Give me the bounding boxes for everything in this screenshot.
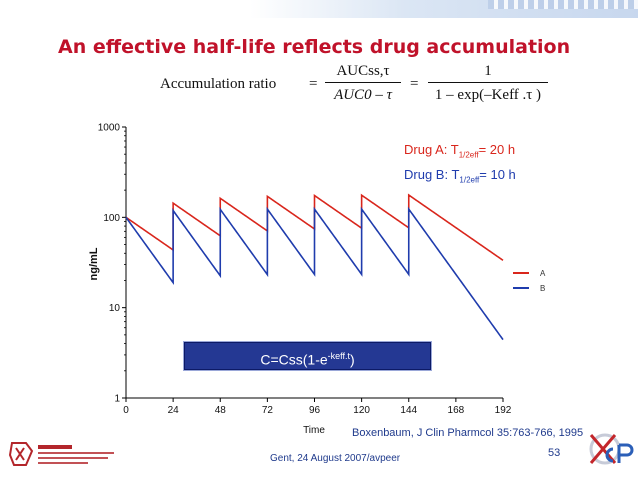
y-tick-label: 1000 [98,123,121,134]
x-tick-label: 72 [262,405,274,416]
drug-a-prefix: Drug A: T [404,142,459,157]
fraction-1: AUCss,τ AUC0 – τ [325,62,401,104]
y-tick-label: 10 [109,303,121,314]
fraction-2-denominator: 1 – exp(–Keff .τ ) [434,87,542,103]
fraction-1-denominator: AUC0 – τ [334,87,392,103]
x-axis-label: Time [303,425,325,436]
equation-equals-1: = [309,76,318,92]
equation-equals-2: = [410,76,419,92]
formula-exponent: -keff.t [327,351,350,361]
chart-series [125,193,504,341]
formula-main: C=Css(1-e [260,351,328,368]
drug-b-info: Drug B: T1/2eff= 10 h [404,165,516,190]
series-b-line [125,206,504,341]
slide-footer: Gent, 24 August 2007/avpeer [270,453,401,464]
x-tick-label: 96 [309,405,321,416]
drug-a-suffix: = 20 h [478,142,516,157]
chart-legend: AB [513,269,546,293]
drug-a-info: Drug A: T1/2eff= 20 h [404,140,516,165]
fraction-2: 1 1 – exp(–Keff .τ ) [428,62,548,104]
fraction-1-bar [325,82,401,83]
slide-title: An effective half-life reflects drug acc… [58,36,571,58]
drug-half-life-info: Drug A: T1/2eff= 20 h Drug B: T1/2eff= 1… [404,140,516,189]
drug-b-prefix: Drug B: T [404,166,460,182]
page-number: 53 [548,447,561,459]
reference-citation: Boxenbaum, J Clin Pharmcol 35:763-766, 1… [352,427,584,439]
formula-close: ) [349,351,355,368]
top-pattern-decoration [488,0,638,9]
legend-label-a: A [540,269,546,278]
x-tick-label: 24 [168,405,180,416]
y-tick-label: 1 [114,394,120,405]
drug-b-sub: 1/2eff [459,175,480,185]
fraction-2-bar [428,82,548,83]
y-tick-label: 100 [103,213,120,224]
x-tick-label: 120 [353,405,370,416]
x-tick-label: 192 [495,405,512,416]
drug-a-sub: 1/2eff [458,150,479,160]
drug-b-suffix: = 10 h [479,166,516,182]
fraction-1-numerator: AUCss,τ [336,63,390,79]
x-tick-label: 0 [123,405,129,416]
university-seal-icon [8,442,114,466]
x-tick-label: 168 [448,405,465,416]
legend-label-b: B [540,284,545,293]
fraction-2-numerator: 1 [484,63,492,79]
x-tick-label: 144 [400,405,417,416]
ucp-logo-icon [589,433,634,465]
y-axis-label: ng/mL [88,247,100,280]
chart-axes: 1 10 100 1000 0 24 48 72 96 120 144 168 192 [98,123,512,417]
concentration-formula-box: C=Css(1-e-keff.t) [183,341,432,371]
equation-lhs: Accumulation ratio [160,76,277,92]
x-tick-label: 48 [215,405,227,416]
